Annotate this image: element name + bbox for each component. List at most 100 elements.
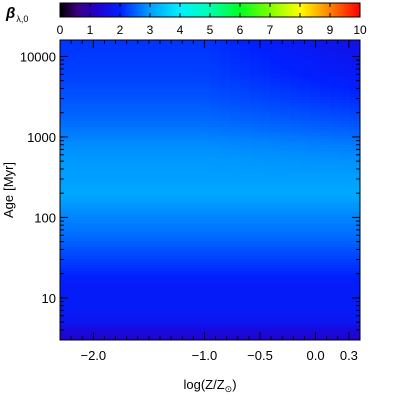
- heatmap-cell: [290, 316, 301, 320]
- heatmap-cell: [180, 280, 191, 284]
- heatmap-cell: [290, 328, 301, 332]
- heatmap-cell: [180, 334, 191, 338]
- heatmap-cell: [320, 262, 331, 266]
- heatmap-cell: [70, 325, 81, 329]
- heatmap-cell: [240, 283, 251, 287]
- heatmap-cell: [210, 256, 221, 260]
- heatmap-cell: [80, 244, 91, 248]
- heatmap-cell: [240, 199, 251, 203]
- heatmap-cell: [160, 265, 171, 269]
- heatmap-cell: [110, 202, 121, 206]
- heatmap-cell: [60, 334, 71, 338]
- heatmap-cell: [240, 328, 251, 332]
- heatmap-cell: [260, 151, 271, 155]
- heatmap-cell: [160, 94, 171, 98]
- heatmap-cell: [210, 247, 221, 251]
- heatmap-cell: [310, 226, 321, 230]
- heatmap-cell: [180, 286, 191, 290]
- heatmap-cell: [220, 265, 231, 269]
- heatmap-cell: [330, 295, 341, 299]
- heatmap-cell: [200, 238, 211, 242]
- heatmap-cell: [80, 154, 91, 158]
- heatmap-cell: [340, 121, 351, 125]
- heatmap-cell: [100, 271, 111, 275]
- heatmap-cell: [290, 172, 301, 176]
- heatmap-cell: [180, 259, 191, 263]
- heatmap-cell: [90, 85, 101, 89]
- heatmap-cell: [210, 301, 221, 305]
- heatmap-cell: [330, 70, 341, 74]
- heatmap-cell: [340, 292, 351, 296]
- heatmap-cell: [60, 193, 71, 197]
- heatmap-cell: [70, 238, 81, 242]
- heatmap-cell: [100, 235, 111, 239]
- heatmap-cell: [190, 112, 201, 116]
- heatmap-cell: [300, 181, 311, 185]
- heatmap-cell: [200, 91, 211, 95]
- heatmap-cell: [70, 217, 81, 221]
- heatmap-cell: [340, 310, 351, 314]
- heatmap-cell: [160, 178, 171, 182]
- heatmap-cell: [210, 178, 221, 182]
- heatmap-cell: [300, 163, 311, 167]
- heatmap-cell: [230, 193, 241, 197]
- heatmap-cell: [150, 301, 161, 305]
- heatmap-cell: [250, 319, 261, 323]
- heatmap-cell: [240, 262, 251, 266]
- heatmap-cell: [310, 166, 321, 170]
- colorbar-label-symbol: β: [5, 5, 15, 22]
- heatmap-cell: [330, 304, 341, 308]
- heatmap-cell: [350, 133, 360, 137]
- heatmap-cell: [310, 55, 321, 59]
- heatmap-cell: [310, 307, 321, 311]
- heatmap-cell: [310, 292, 321, 296]
- heatmap-cell: [210, 85, 221, 89]
- heatmap-cell: [190, 286, 201, 290]
- heatmap-cell: [110, 145, 121, 149]
- heatmap-cell: [200, 214, 211, 218]
- heatmap-cell: [180, 241, 191, 245]
- heatmap-cell: [250, 58, 261, 62]
- heatmap-cell: [130, 112, 141, 116]
- heatmap-cell: [230, 187, 241, 191]
- x-tick-label: 0.3: [340, 348, 358, 363]
- heatmap-cell: [80, 166, 91, 170]
- heatmap-cell: [270, 286, 281, 290]
- heatmap-cell: [160, 142, 171, 146]
- heatmap-cell: [60, 256, 71, 260]
- heatmap-cell: [190, 331, 201, 335]
- heatmap-cell: [290, 130, 301, 134]
- heatmap-cell: [280, 142, 291, 146]
- heatmap-cell: [110, 256, 121, 260]
- heatmap-cell: [70, 283, 81, 287]
- heatmap-cell: [170, 52, 181, 56]
- heatmap-cell: [140, 337, 151, 340]
- heatmap-cell: [230, 199, 241, 203]
- heatmap-cell: [220, 142, 231, 146]
- heatmap-cell: [330, 124, 341, 128]
- heatmap-cell: [260, 145, 271, 149]
- heatmap-cell: [80, 61, 91, 65]
- heatmap-cell: [130, 151, 141, 155]
- heatmap-cell: [180, 304, 191, 308]
- heatmap-cell: [170, 136, 181, 140]
- heatmap-cell: [290, 301, 301, 305]
- heatmap-cell: [110, 49, 121, 53]
- heatmap-cell: [320, 130, 331, 134]
- heatmap-cell: [150, 151, 161, 155]
- heatmap-cell: [340, 232, 351, 236]
- heatmap-cell: [280, 94, 291, 98]
- heatmap-cell: [280, 103, 291, 107]
- heatmap-cell: [280, 277, 291, 281]
- heatmap-cell: [230, 277, 241, 281]
- heatmap-cell: [320, 205, 331, 209]
- heatmap-cell: [300, 253, 311, 257]
- heatmap-cell: [110, 175, 121, 179]
- heatmap-cell: [290, 295, 301, 299]
- heatmap-cell: [120, 106, 131, 110]
- heatmap-cell: [60, 106, 71, 110]
- heatmap-cell: [280, 253, 291, 257]
- heatmap-cell: [100, 334, 111, 338]
- heatmap-cell: [70, 100, 81, 104]
- heatmap-cell: [320, 211, 331, 215]
